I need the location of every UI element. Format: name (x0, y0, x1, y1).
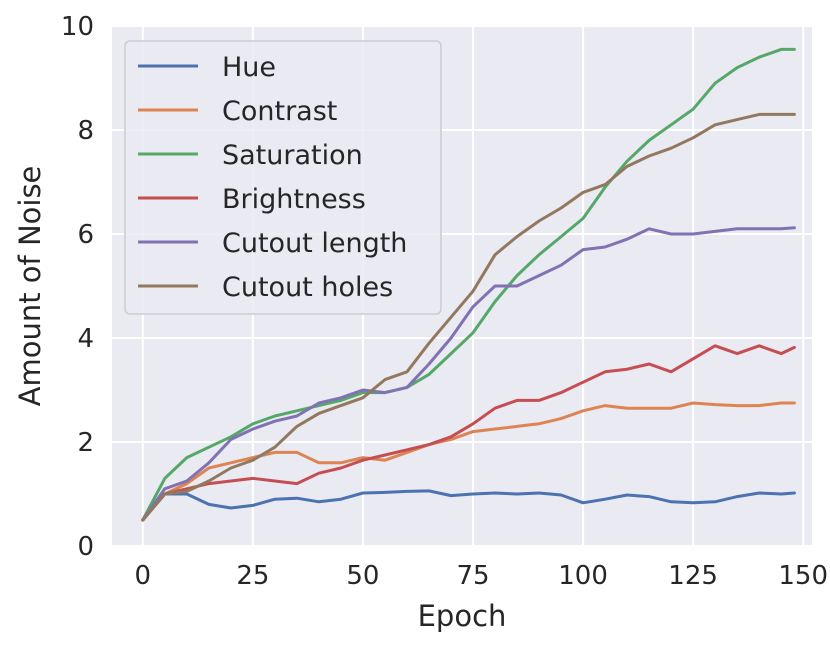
legend-label: Saturation (222, 140, 363, 171)
legend: Hue Contrast Saturation Brightness Cutout le… (124, 40, 442, 315)
series-line-1 (141, 401, 796, 522)
y-axis-ticks: 0 2 4 6 8 10 (61, 12, 94, 562)
legend-label: Cutout length (222, 228, 407, 259)
series-line-5 (141, 112, 796, 522)
series-lines (141, 47, 796, 522)
y-tick-label: 8 (77, 116, 94, 146)
y-tick-label: 10 (61, 12, 94, 42)
legend-label: Cutout holes (222, 272, 393, 303)
x-tick-label: 150 (778, 561, 828, 591)
x-axis-ticks: 0 25 50 75 100 125 150 (135, 561, 828, 591)
series-line-0 (141, 489, 796, 522)
y-axis-label: Amount of Noise (13, 166, 47, 407)
series-line-3 (141, 344, 796, 522)
series-line-2 (141, 47, 796, 522)
x-tick-label: 100 (558, 561, 608, 591)
x-tick-label: 75 (456, 561, 489, 591)
x-tick-label: 125 (668, 561, 718, 591)
y-tick-label: 0 (77, 532, 94, 562)
x-tick-label: 25 (236, 561, 269, 591)
x-tick-label: 50 (346, 561, 379, 591)
legend-label: Hue (222, 52, 276, 83)
legend-frame (124, 40, 442, 315)
x-tick-label: 0 (135, 561, 152, 591)
y-tick-label: 4 (77, 324, 94, 354)
legend-label: Contrast (222, 96, 337, 127)
series-line-4 (141, 226, 796, 522)
legend-label: Brightness (222, 184, 366, 215)
y-tick-label: 6 (77, 220, 94, 250)
x-axis-label: Epoch (418, 599, 507, 633)
y-tick-label: 2 (77, 428, 94, 458)
